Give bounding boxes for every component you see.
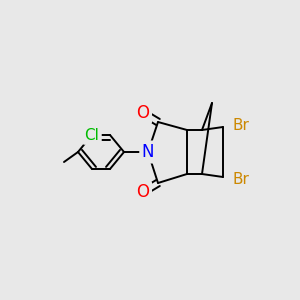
Text: Br: Br — [232, 172, 249, 187]
Text: O: O — [136, 183, 149, 201]
Text: O: O — [136, 104, 149, 122]
Text: Cl: Cl — [85, 128, 99, 142]
Text: N: N — [142, 143, 154, 161]
Text: Br: Br — [232, 118, 249, 133]
